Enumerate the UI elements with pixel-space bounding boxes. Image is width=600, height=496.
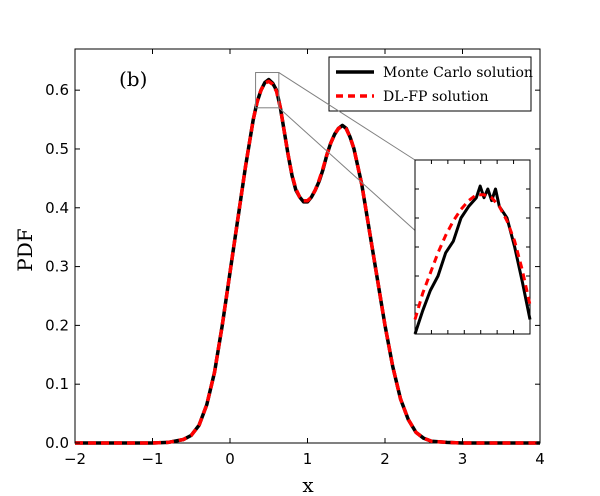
x-tick-label: 3: [458, 450, 468, 468]
zoom-source-box: [255, 72, 280, 109]
y-tick-label: 0.6: [45, 81, 69, 99]
zoom-connector-top: [278, 72, 416, 161]
legend-box: [328, 56, 532, 112]
inset-frame: [414, 159, 531, 335]
x-tick-label: −2: [64, 450, 86, 468]
x-axis-label: x: [302, 473, 314, 496]
x-tick-label: 2: [380, 450, 390, 468]
y-tick-label: 0.1: [45, 375, 69, 393]
x-tick-label: −1: [141, 450, 163, 468]
y-tick-label: 0.5: [45, 140, 69, 158]
panel-label: (b): [119, 67, 147, 91]
y-tick-label: 0.3: [45, 258, 69, 276]
legend: Monte Carlo solution DL-FP solution: [328, 56, 533, 112]
x-tick-label: 0: [225, 450, 235, 468]
y-tick-label: 0.0: [45, 434, 69, 452]
y-axis-label: PDF: [13, 228, 37, 271]
x-tick-label: 4: [535, 450, 545, 468]
legend-label-dl-fp: DL-FP solution: [383, 89, 489, 105]
legend-label-monte-carlo: Monte Carlo solution: [383, 65, 533, 81]
inset-zoom: [255, 72, 532, 335]
x-axis-ticks: −2 −1 0 1 2 3 4: [64, 49, 545, 468]
y-tick-label: 0.2: [45, 316, 69, 334]
x-tick-label: 1: [303, 450, 313, 468]
inset-line-dl-fp: [413, 193, 532, 320]
y-tick-label: 0.4: [45, 199, 69, 217]
y-axis-ticks: 0.0 0.1 0.2 0.3 0.4 0.5 0.6: [45, 81, 540, 452]
series-line-dl-fp: [75, 79, 540, 445]
